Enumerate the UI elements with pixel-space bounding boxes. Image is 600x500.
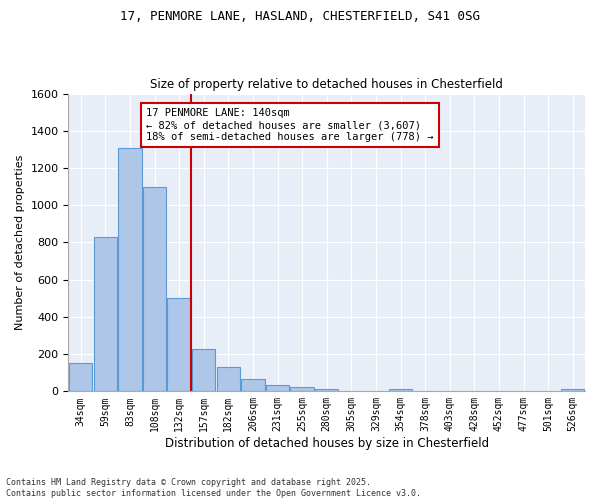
Title: Size of property relative to detached houses in Chesterfield: Size of property relative to detached ho…: [150, 78, 503, 91]
Bar: [561, 390, 584, 392]
Text: 17, PENMORE LANE, HASLAND, CHESTERFIELD, S41 0SG: 17, PENMORE LANE, HASLAND, CHESTERFIELD,…: [120, 10, 480, 23]
X-axis label: Distribution of detached houses by size in Chesterfield: Distribution of detached houses by size …: [164, 437, 489, 450]
Bar: [69, 364, 92, 392]
Bar: [241, 379, 265, 392]
Bar: [217, 367, 240, 392]
Bar: [143, 186, 166, 392]
Bar: [389, 388, 412, 392]
Y-axis label: Number of detached properties: Number of detached properties: [15, 155, 25, 330]
Bar: [266, 385, 289, 392]
Text: Contains HM Land Registry data © Crown copyright and database right 2025.
Contai: Contains HM Land Registry data © Crown c…: [6, 478, 421, 498]
Bar: [290, 386, 314, 392]
Bar: [94, 237, 117, 392]
Bar: [192, 348, 215, 392]
Bar: [118, 148, 142, 392]
Text: 17 PENMORE LANE: 140sqm
← 82% of detached houses are smaller (3,607)
18% of semi: 17 PENMORE LANE: 140sqm ← 82% of detache…: [146, 108, 433, 142]
Bar: [315, 389, 338, 392]
Bar: [167, 298, 191, 392]
